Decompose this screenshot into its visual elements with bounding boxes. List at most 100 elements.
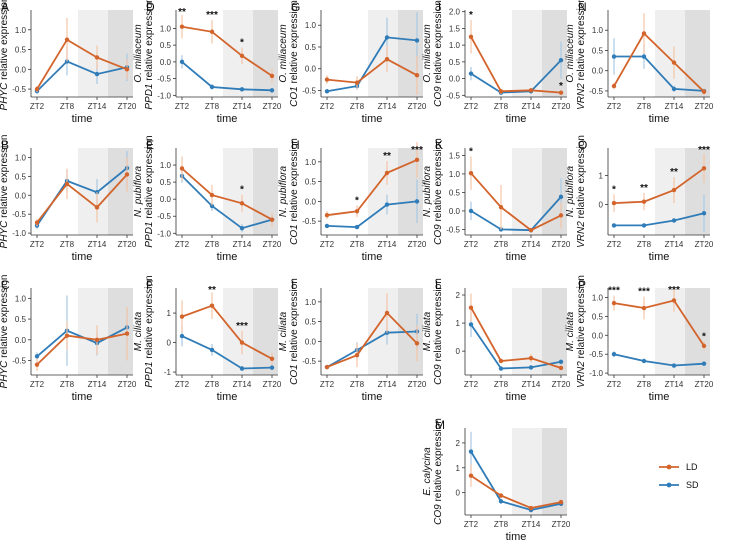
- panel-letter: M: [435, 418, 445, 432]
- significance-star: ***: [411, 145, 423, 156]
- data-point-ld: [384, 310, 390, 316]
- data-point-sd: [384, 202, 390, 207]
- y-axis-title-gene: VRN2 relative expression: [576, 275, 587, 388]
- y-tick-label: 0.5: [449, 188, 461, 197]
- panel-letter: N: [578, 0, 587, 14]
- data-point-ld: [269, 356, 275, 361]
- y-tick-label: 0.0: [305, 65, 317, 74]
- x-axis-title: time: [72, 391, 93, 403]
- data-point-sd: [528, 365, 534, 370]
- y-tick-label: 1.0: [305, 21, 317, 30]
- data-point-ld: [384, 56, 390, 62]
- significance-star: ***: [638, 287, 650, 298]
- y-tick-label: -0.5: [12, 210, 26, 219]
- x-axis-title: time: [362, 251, 383, 263]
- y-axis-title-species: M. ciliata: [133, 311, 144, 351]
- y-tick-label: 0.0: [160, 195, 172, 204]
- y-tick-label: 1.0: [592, 26, 604, 35]
- data-point-ld: [498, 205, 504, 210]
- data-point-ld: [528, 355, 534, 361]
- y-tick-label: 1.0: [305, 298, 317, 307]
- y-tick-label: 1.0: [15, 26, 27, 35]
- data-point-sd: [498, 366, 504, 371]
- data-point-sd: [179, 333, 185, 339]
- significance-star: ***: [206, 10, 218, 21]
- x-tick-label: ZT14: [522, 520, 541, 529]
- shade-light-region: [78, 10, 108, 97]
- data-point-sd: [354, 224, 360, 230]
- y-tick-label: 2.0: [449, 8, 461, 17]
- data-point-ld: [269, 73, 275, 79]
- panel-letter: B: [1, 138, 9, 152]
- y-tick-label: 0.0: [15, 336, 27, 345]
- shade-dark-region: [542, 10, 567, 97]
- data-point-sd: [701, 361, 707, 366]
- x-tick-label: ZT2: [607, 240, 622, 249]
- y-axis-title-suffix: relative expression: [433, 0, 444, 86]
- data-point-ld: [468, 473, 474, 478]
- significance-star: *: [469, 10, 473, 21]
- significance-star: *: [469, 147, 473, 158]
- x-tick-label: ZT20: [695, 380, 714, 389]
- y-tick-label: 0.5: [15, 172, 27, 181]
- x-tick-label: ZT2: [607, 102, 622, 111]
- significance-star: ***: [236, 321, 248, 332]
- data-point-ld: [34, 86, 40, 92]
- x-tick-label: ZT14: [665, 102, 684, 111]
- x-tick-label: ZT8: [60, 102, 75, 111]
- data-point-ld: [239, 340, 245, 345]
- series-line-sd: [181, 175, 273, 230]
- y-axis-title-gene: PPD1 relative expression: [144, 0, 155, 110]
- panel-letter: F: [146, 278, 153, 292]
- y-axis-title-suffix: relative expression: [289, 278, 300, 364]
- y-axis-title-gene-name: PHYC: [0, 220, 10, 249]
- y-axis-title-gene: CO9 relative expression: [433, 0, 444, 107]
- data-point-sd: [468, 449, 474, 454]
- legend-label-sd: SD: [686, 480, 699, 490]
- data-point-ld: [701, 343, 707, 349]
- y-tick-label: -0.5: [157, 75, 171, 84]
- data-point-ld: [384, 170, 390, 176]
- y-tick-label: 0.5: [592, 46, 604, 55]
- x-tick-label: ZT14: [665, 240, 684, 249]
- y-axis-title-suffix: relative expression: [144, 0, 155, 84]
- x-tick-label: ZT8: [60, 380, 75, 389]
- data-point-sd: [468, 71, 474, 76]
- x-tick-label: ZT2: [464, 102, 479, 111]
- data-point-ld: [611, 300, 617, 306]
- x-tick-label: ZT14: [522, 240, 541, 249]
- x-tick-label: ZT8: [350, 380, 365, 389]
- series-line-ld: [36, 332, 128, 366]
- y-axis-title-species: O. miliaceum: [278, 24, 289, 82]
- x-tick-label: ZT20: [552, 380, 571, 389]
- data-point-sd: [324, 223, 330, 229]
- significance-star: *: [240, 185, 244, 196]
- y-axis-title-gene-name: PHYC: [0, 82, 10, 111]
- series-line-ld: [613, 32, 705, 93]
- legend: LD SD: [659, 462, 699, 490]
- data-point-ld: [468, 305, 474, 310]
- panel-letter: H: [291, 138, 300, 152]
- data-point-sd: [671, 218, 677, 223]
- panel-E: -1.0 -0.5 0.0 0.5 1.0 ZT2 ZT8 ZT14 ZT20 time N. pu…: [133, 135, 282, 263]
- y-tick-label: -1.0: [157, 91, 171, 100]
- y-axis-title-suffix: relative expression: [576, 0, 587, 83]
- data-point-sd: [468, 322, 474, 327]
- series-line-ld: [181, 167, 273, 221]
- panel-letter: L: [435, 278, 442, 292]
- y-tick-label: -0.5: [589, 87, 603, 96]
- data-point-ld: [414, 73, 420, 78]
- series-line-ld: [470, 36, 562, 94]
- shade-dark-region: [398, 10, 423, 97]
- x-tick-label: ZT20: [118, 240, 137, 249]
- data-point-sd: [414, 199, 420, 204]
- x-tick-label: ZT2: [464, 380, 479, 389]
- series-line-sd: [613, 353, 705, 367]
- data-point-sd: [239, 225, 245, 231]
- x-tick-label: ZT20: [695, 102, 714, 111]
- x-tick-label: ZT20: [552, 240, 571, 249]
- data-point-ld: [354, 353, 360, 358]
- x-tick-label: ZT20: [552, 102, 571, 111]
- data-point-sd: [641, 54, 647, 59]
